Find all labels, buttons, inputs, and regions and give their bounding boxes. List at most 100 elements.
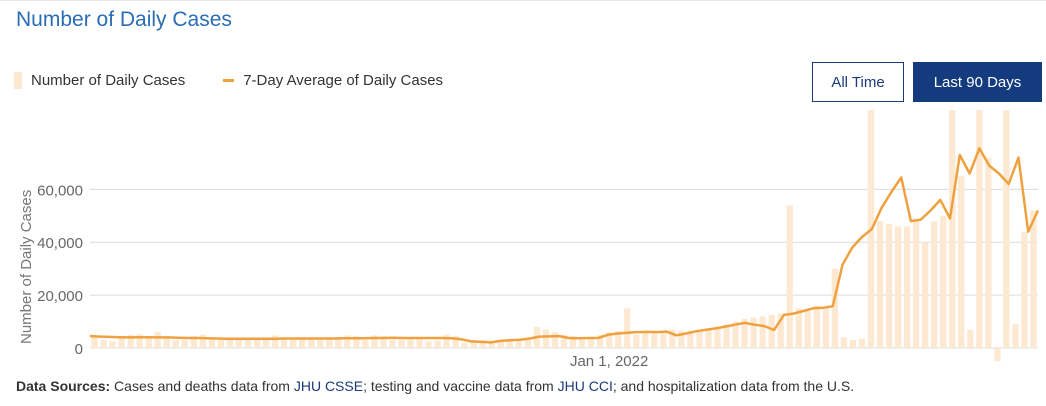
daily-case-bar	[118, 336, 125, 348]
jhu-csse-link[interactable]: JHU CSSE	[293, 378, 364, 394]
daily-case-bar	[91, 334, 98, 348]
daily-case-bar	[515, 340, 523, 348]
daily-case-bar	[506, 338, 513, 348]
footer-text-1: Cases and deaths data from	[110, 378, 294, 394]
daily-case-bar	[849, 340, 857, 348]
y-tick-label: 60,000	[37, 182, 83, 199]
daily-case-bar	[768, 314, 775, 348]
daily-case-bar	[940, 215, 947, 348]
x-tick-label: Jan 1, 2022	[570, 353, 648, 370]
daily-case-bar	[217, 340, 225, 348]
daily-case-bar	[958, 176, 965, 348]
daily-case-bar	[416, 338, 423, 348]
daily-case-bar	[985, 157, 992, 348]
daily-case-bar	[109, 341, 116, 348]
daily-case-bar	[226, 338, 234, 348]
daily-case-bar	[687, 330, 694, 348]
daily-case-bar	[136, 334, 143, 348]
daily-case-bar	[470, 342, 477, 348]
daily-case-bar	[786, 205, 793, 348]
footer-label: Data Sources:	[16, 378, 111, 394]
daily-case-bar	[660, 332, 667, 348]
daily-case-bar	[172, 340, 179, 348]
daily-case-bar	[678, 330, 685, 348]
daily-case-bar	[244, 340, 252, 348]
daily-case-bar	[127, 334, 134, 348]
daily-case-bar	[407, 338, 414, 348]
daily-case-bar	[822, 308, 829, 348]
daily-case-bars	[91, 110, 1037, 362]
daily-case-bar	[461, 342, 468, 348]
daily-case-bar	[605, 332, 613, 348]
daily-case-bar	[434, 340, 441, 348]
daily-case-bar	[885, 223, 893, 348]
daily-case-bar	[551, 332, 559, 348]
daily-case-bar	[145, 337, 152, 348]
line-swatch-icon	[223, 79, 235, 82]
all-time-button[interactable]: All Time	[812, 62, 904, 102]
daily-case-bar	[777, 313, 784, 348]
daily-case-bar	[1030, 210, 1037, 348]
daily-case-bar	[100, 340, 107, 348]
daily-case-bar	[308, 338, 315, 348]
daily-case-bar	[280, 337, 288, 348]
daily-case-bar	[633, 334, 640, 348]
daily-case-bar	[795, 308, 802, 348]
daily-case-bar	[208, 338, 216, 348]
daily-case-bar	[199, 334, 207, 348]
legend: Number of Daily Cases 7-Day Average of D…	[14, 72, 481, 89]
daily-case-bar	[912, 218, 920, 348]
daily-case-bar	[326, 338, 333, 348]
daily-case-bar	[452, 336, 459, 348]
last-90-days-button[interactable]: Last 90 Days	[913, 62, 1042, 102]
daily-case-bar	[362, 340, 369, 348]
daily-case-bar	[813, 305, 820, 348]
y-tick-label: 0	[75, 341, 83, 358]
daily-case-bar	[831, 268, 839, 348]
daily-case-bar	[804, 310, 811, 348]
daily-case-bar	[741, 318, 748, 348]
daily-case-bar	[299, 337, 306, 348]
daily-case-bar	[949, 110, 956, 348]
daily-case-bar	[921, 242, 929, 348]
daily-case-bar	[380, 336, 387, 348]
daily-case-bar	[317, 340, 324, 348]
daily-case-bar	[858, 338, 866, 348]
footer-text-3: ; and hospitalization data from the U.S.	[612, 378, 855, 394]
daily-case-bar	[425, 341, 432, 348]
daily-case-bar	[253, 340, 261, 348]
daily-case-bar	[705, 328, 712, 348]
daily-case-bar	[289, 338, 297, 348]
chart-title: Number of Daily Cases	[16, 8, 232, 31]
daily-case-bar	[994, 348, 1001, 362]
daily-case-bar	[488, 341, 495, 348]
data-sources-footer: Data Sources: Cases and deaths data from…	[16, 378, 854, 394]
daily-case-bar	[1021, 231, 1028, 348]
daily-case-bar	[190, 336, 197, 348]
daily-case-bar	[696, 329, 703, 348]
daily-case-bar	[931, 221, 938, 348]
legend-label-daily-cases: Number of Daily Cases	[31, 72, 186, 89]
daily-case-bar	[443, 334, 450, 348]
daily-case-bar	[262, 338, 270, 348]
daily-case-bar	[542, 329, 550, 348]
daily-case-bar	[759, 316, 766, 348]
daily-case-bar	[371, 335, 378, 348]
legend-item-daily-cases: Number of Daily Cases	[14, 72, 185, 89]
daily-case-bar	[840, 337, 848, 348]
daily-case-bar	[335, 337, 342, 348]
daily-case-bar	[524, 340, 532, 348]
x-axis-ticks: Jan 1, 2022	[570, 353, 648, 370]
daily-case-bar	[353, 336, 360, 348]
daily-case-bar	[344, 335, 351, 348]
jhu-cci-link[interactable]: JHU CCI	[557, 378, 613, 394]
daily-case-bar	[578, 337, 586, 348]
daily-case-bar	[642, 332, 649, 348]
daily-case-bar	[967, 329, 974, 348]
y-axis-label: Number of Daily Cases	[18, 190, 35, 344]
bar-swatch-icon	[14, 72, 22, 89]
y-tick-label: 20,000	[37, 288, 83, 305]
daily-case-bar	[398, 340, 405, 348]
seven-day-average-line	[89, 147, 1040, 344]
daily-case-bar	[154, 332, 161, 348]
